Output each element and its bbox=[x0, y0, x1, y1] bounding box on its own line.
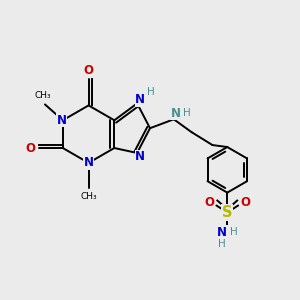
Text: N: N bbox=[57, 114, 67, 127]
Text: N: N bbox=[217, 226, 227, 239]
Text: CH₃: CH₃ bbox=[80, 192, 97, 201]
Text: CH₃: CH₃ bbox=[35, 91, 51, 100]
Text: N: N bbox=[84, 156, 94, 170]
Text: H: H bbox=[218, 239, 226, 249]
Text: O: O bbox=[204, 196, 214, 209]
Text: H: H bbox=[230, 227, 238, 237]
Text: H: H bbox=[183, 108, 190, 118]
Text: S: S bbox=[222, 205, 232, 220]
Text: N: N bbox=[135, 93, 145, 106]
Text: O: O bbox=[240, 196, 250, 209]
Text: O: O bbox=[84, 64, 94, 77]
Text: O: O bbox=[25, 142, 35, 154]
Text: N: N bbox=[135, 150, 145, 164]
Text: H: H bbox=[147, 86, 155, 97]
Text: N: N bbox=[171, 107, 181, 120]
